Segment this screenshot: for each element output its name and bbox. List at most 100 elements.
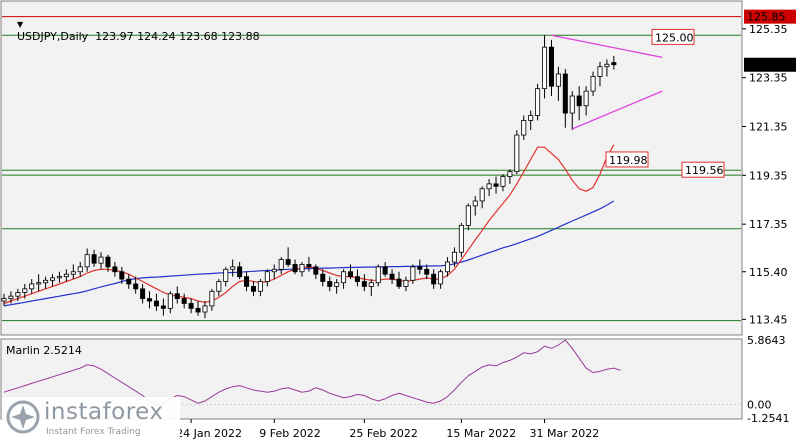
candle	[334, 279, 340, 294]
y-tick-label: 123.35	[749, 72, 788, 85]
candle	[167, 291, 173, 314]
candle-body	[354, 276, 360, 282]
candle-body	[244, 276, 250, 287]
candle	[250, 281, 256, 297]
candle-body	[119, 271, 125, 280]
candle	[70, 264, 76, 280]
candle	[285, 247, 291, 267]
candle-body	[368, 282, 374, 287]
candle	[562, 69, 568, 128]
candle-body	[91, 254, 97, 264]
candle-body	[493, 183, 499, 187]
candle	[119, 266, 125, 284]
candle-body	[63, 273, 69, 278]
candle	[535, 83, 541, 121]
candle-body	[458, 224, 464, 253]
candle-body	[486, 183, 492, 190]
candle	[133, 276, 139, 294]
candle-body	[479, 188, 485, 202]
candle	[347, 264, 353, 280]
candle	[548, 39, 554, 96]
candle-body	[583, 90, 589, 107]
candle	[223, 266, 229, 287]
candle-body	[611, 62, 617, 66]
candle	[43, 276, 49, 289]
candle-body	[334, 282, 340, 287]
candle-body	[313, 266, 319, 275]
candle	[507, 169, 513, 184]
candle	[105, 254, 111, 272]
candle-body	[521, 119, 527, 136]
candle	[278, 257, 284, 275]
candle	[438, 269, 444, 289]
candle	[299, 261, 305, 277]
candle	[465, 203, 471, 231]
candle	[451, 247, 457, 267]
candle-body	[209, 290, 215, 307]
candle	[375, 264, 381, 287]
candle	[147, 291, 153, 309]
candle	[320, 269, 326, 287]
candle	[29, 279, 35, 294]
candle-body	[465, 205, 471, 226]
candle-body	[140, 288, 146, 300]
price-annotation: 125.00	[651, 28, 695, 45]
candle-body	[597, 66, 603, 77]
candle-body	[424, 268, 430, 275]
candle	[514, 130, 520, 175]
candle	[160, 298, 166, 316]
candle-body	[451, 251, 457, 263]
candle-body	[174, 293, 180, 300]
candle	[569, 91, 575, 131]
candle-body	[181, 298, 187, 304]
candle-body	[341, 271, 347, 284]
candle	[389, 269, 395, 284]
candle	[479, 186, 485, 209]
candle-body	[126, 278, 132, 285]
candle-body	[216, 281, 222, 292]
collapse-arrow-icon[interactable]: ▼	[17, 20, 24, 29]
candle-body	[223, 268, 229, 282]
candle-body	[528, 115, 534, 121]
candle	[126, 274, 132, 289]
annotation-label: 119.56	[685, 164, 724, 177]
candle	[361, 274, 367, 292]
candle-body	[98, 256, 104, 264]
candle	[542, 35, 548, 99]
candle	[216, 279, 222, 297]
candle	[77, 261, 83, 277]
y-tick-label: 121.35	[749, 121, 788, 134]
candle	[521, 115, 527, 140]
candle	[112, 261, 118, 277]
candle	[417, 259, 423, 275]
candle-body	[472, 200, 478, 207]
candle	[528, 110, 534, 131]
candle-body	[264, 271, 270, 282]
candle-body	[105, 256, 111, 268]
annotation-box	[605, 151, 649, 168]
candle	[327, 276, 333, 292]
indicator-header: Marlin 2.5214	[6, 344, 82, 357]
candle-body	[389, 273, 395, 280]
x-tick-label: 24 Jan 2022	[176, 427, 242, 440]
last-price-label: 123.88	[747, 59, 786, 72]
candle-body	[167, 293, 173, 309]
candle-body	[195, 307, 201, 313]
price-annotation: 119.56	[681, 161, 725, 178]
candle	[22, 283, 28, 299]
candle-body	[56, 276, 62, 279]
candle-body	[375, 266, 381, 284]
candle	[611, 55, 617, 70]
candle	[472, 196, 478, 216]
candle	[576, 86, 582, 121]
candle-body	[77, 266, 83, 273]
y-tick-label: 115.40	[749, 266, 788, 279]
candle	[341, 269, 347, 289]
x-tick-label: 31 Mar 2022	[530, 427, 600, 440]
candle-body	[382, 266, 388, 275]
candle	[195, 301, 201, 316]
candle-body	[112, 266, 118, 273]
price-annotation: 119.98	[605, 151, 649, 168]
